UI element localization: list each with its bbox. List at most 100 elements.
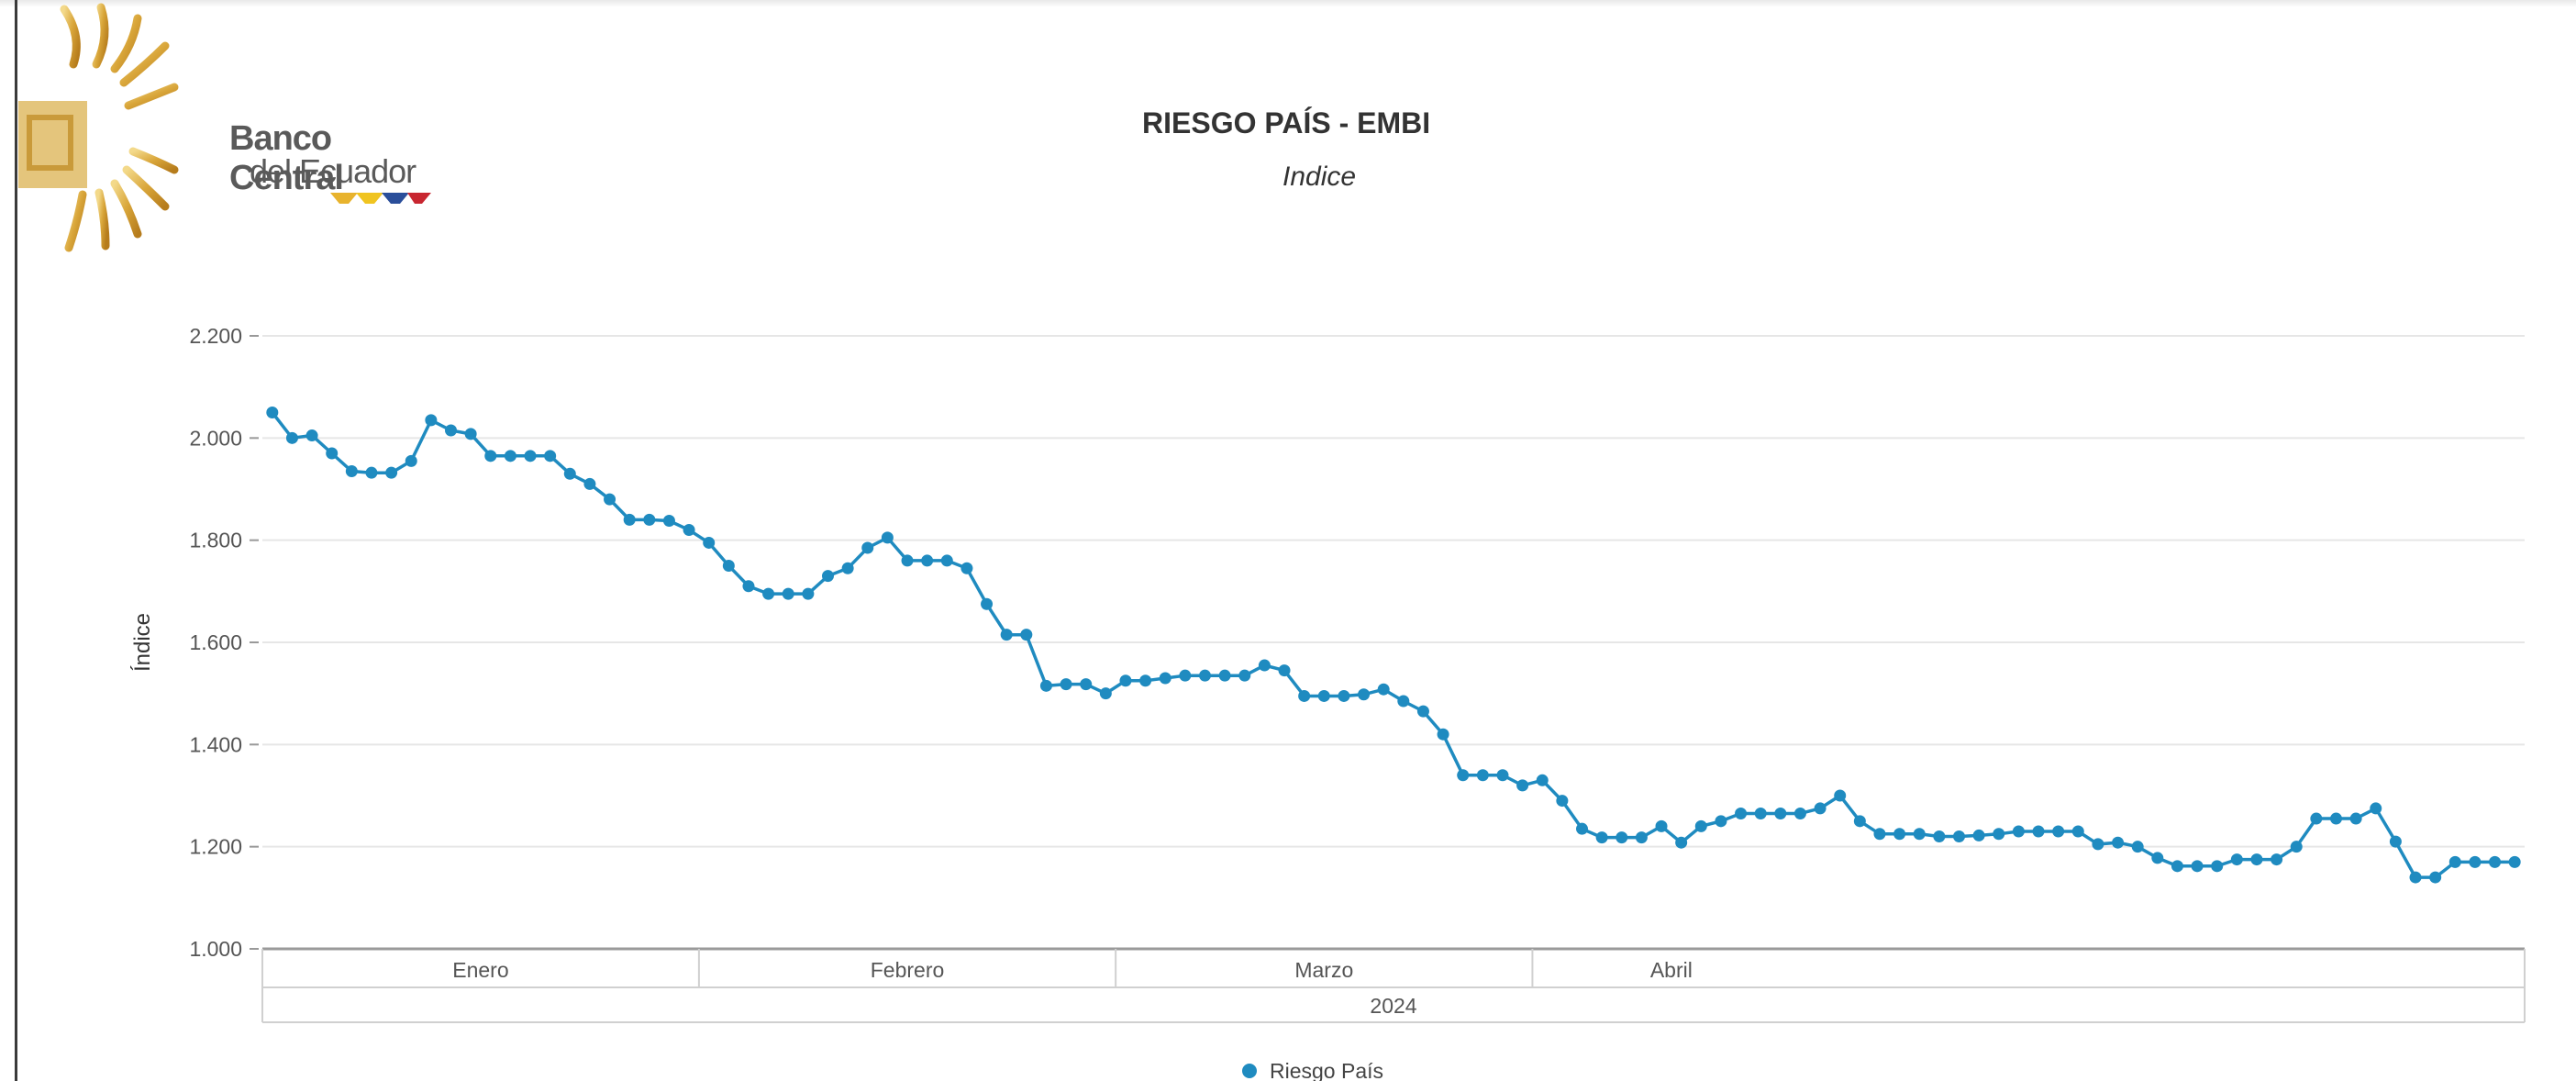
sun-emblem-icon bbox=[18, 3, 183, 252]
logo-line2: del Ecuador bbox=[250, 152, 416, 190]
data-point bbox=[2032, 825, 2045, 838]
x-group-label: Febrero bbox=[871, 958, 945, 982]
data-point bbox=[484, 450, 497, 462]
data-point bbox=[1556, 795, 1569, 808]
data-point bbox=[1694, 819, 1707, 832]
top-divider bbox=[0, 0, 2576, 7]
data-point bbox=[2310, 812, 2323, 825]
data-point bbox=[1437, 728, 1449, 741]
data-point bbox=[1238, 669, 1251, 682]
data-point bbox=[2389, 835, 2402, 848]
data-point bbox=[345, 465, 358, 478]
x-group-label: Enero bbox=[452, 958, 508, 982]
data-point bbox=[285, 431, 298, 444]
data-point bbox=[1516, 779, 1529, 792]
data-point bbox=[1317, 689, 1330, 702]
data-point bbox=[762, 587, 775, 600]
data-point bbox=[841, 562, 854, 574]
y-tick-label: 2.000 bbox=[189, 426, 242, 450]
data-point bbox=[1774, 807, 1787, 819]
data-point bbox=[1933, 830, 1946, 843]
data-point bbox=[1358, 688, 1371, 701]
data-point bbox=[2489, 855, 2502, 868]
data-point bbox=[1616, 831, 1628, 844]
data-point bbox=[2271, 853, 2283, 866]
data-point bbox=[2330, 812, 2342, 825]
x-year-label: 2024 bbox=[1370, 994, 1416, 1018]
data-point bbox=[1218, 669, 1231, 682]
data-point bbox=[1159, 672, 1171, 685]
data-point bbox=[1119, 674, 1132, 687]
data-point bbox=[1893, 828, 1906, 841]
data-point bbox=[2370, 802, 2382, 815]
data-point bbox=[305, 429, 318, 442]
data-point bbox=[742, 580, 755, 593]
left-border bbox=[15, 0, 17, 1081]
data-point bbox=[1496, 769, 1509, 782]
data-point bbox=[2171, 860, 2183, 873]
data-point bbox=[583, 477, 596, 490]
data-point bbox=[2508, 855, 2521, 868]
data-point bbox=[1080, 678, 1093, 691]
data-point bbox=[1576, 822, 1588, 835]
data-point bbox=[1397, 695, 1410, 708]
data-point bbox=[2250, 853, 2263, 866]
data-point bbox=[1655, 819, 1668, 832]
legend-marker bbox=[1242, 1064, 1257, 1078]
data-point bbox=[822, 570, 834, 583]
data-point bbox=[1972, 829, 1985, 841]
data-point bbox=[1715, 815, 1727, 828]
data-point bbox=[1735, 807, 1748, 819]
data-point bbox=[1000, 629, 1013, 641]
data-point bbox=[1338, 689, 1350, 702]
data-point bbox=[861, 541, 874, 554]
y-tick-label: 1.200 bbox=[189, 835, 242, 859]
data-point bbox=[1476, 769, 1489, 782]
data-point bbox=[365, 466, 378, 479]
data-point bbox=[1793, 807, 1806, 819]
data-point bbox=[464, 428, 477, 440]
data-point bbox=[1258, 659, 1271, 672]
data-point bbox=[563, 467, 576, 480]
data-point bbox=[1635, 831, 1648, 844]
data-point bbox=[1873, 828, 1886, 841]
data-point bbox=[385, 466, 398, 479]
x-group-label: Marzo bbox=[1294, 958, 1353, 982]
data-point bbox=[1536, 774, 1549, 786]
bce-logo: Banco Central del Ecuador bbox=[18, 0, 450, 257]
y-tick-label: 1.800 bbox=[189, 529, 242, 552]
data-point bbox=[405, 454, 417, 467]
y-tick-label: 1.600 bbox=[189, 630, 242, 654]
data-point bbox=[1020, 629, 1033, 641]
data-point bbox=[1099, 687, 1112, 700]
data-point bbox=[425, 414, 438, 427]
y-axis-label: Índice bbox=[130, 613, 155, 672]
data-point bbox=[2131, 841, 2144, 853]
data-point bbox=[1675, 836, 1688, 849]
data-point bbox=[1993, 828, 2005, 841]
data-point bbox=[2230, 853, 2243, 866]
legend-label[interactable]: Riesgo País bbox=[1270, 1059, 1383, 1081]
data-point bbox=[2151, 852, 2164, 864]
data-point bbox=[940, 554, 953, 567]
data-point bbox=[1039, 679, 1052, 692]
data-point bbox=[2191, 860, 2204, 873]
data-point bbox=[643, 513, 656, 526]
data-point bbox=[1853, 815, 1866, 828]
data-point bbox=[2349, 812, 2362, 825]
y-tick-label: 1.400 bbox=[189, 732, 242, 756]
data-point bbox=[445, 424, 457, 437]
data-point bbox=[2052, 825, 2065, 838]
data-point bbox=[1060, 678, 1072, 691]
data-point bbox=[1814, 802, 1827, 815]
data-point bbox=[881, 531, 894, 544]
x-group-label: Abril bbox=[1650, 958, 1693, 982]
data-point bbox=[2409, 871, 2422, 884]
data-point bbox=[1416, 705, 1429, 718]
flag-stripes-icon bbox=[330, 193, 431, 204]
data-point bbox=[901, 554, 914, 567]
data-point bbox=[266, 407, 279, 418]
y-tick-label: 2.200 bbox=[189, 324, 242, 348]
data-point bbox=[544, 450, 557, 462]
